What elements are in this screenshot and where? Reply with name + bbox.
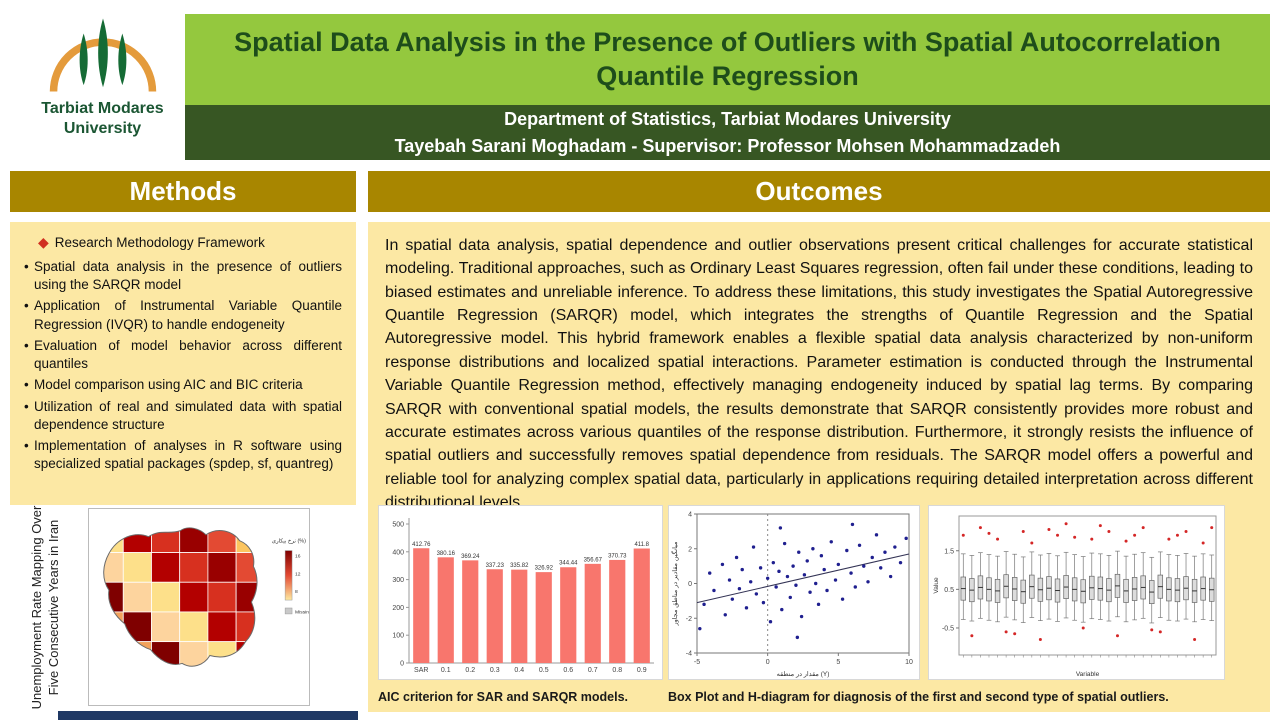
svg-text:Variable: Variable bbox=[1076, 671, 1100, 678]
map-side-label-wrap: Unemployment Rate Mapping Over Five Cons… bbox=[14, 505, 78, 710]
university-logo-icon bbox=[49, 18, 156, 92]
affiliation-bar: Department of Statistics, Tarbiat Modare… bbox=[185, 105, 1270, 160]
svg-text:200: 200 bbox=[392, 605, 404, 612]
svg-text:0.4: 0.4 bbox=[514, 667, 524, 674]
department-line: Department of Statistics, Tarbiat Modare… bbox=[504, 109, 951, 130]
svg-text:380.16: 380.16 bbox=[437, 551, 456, 557]
svg-text:0.1: 0.1 bbox=[441, 667, 451, 674]
h-diagram-scatter-chart: -5 0 5 10 -4 -2 0 2 4 مقدار در منطقه (Y) میانگین م… bbox=[668, 505, 920, 680]
svg-text:0: 0 bbox=[766, 659, 770, 666]
svg-text:مقدار در منطقه (Y): مقدار در منطقه (Y) bbox=[777, 670, 830, 678]
svg-text:344.44: 344.44 bbox=[559, 561, 578, 567]
svg-text:0: 0 bbox=[688, 581, 692, 588]
svg-text:1.5: 1.5 bbox=[944, 548, 954, 555]
svg-text:356.67: 356.67 bbox=[584, 557, 603, 563]
svg-text:412.76: 412.76 bbox=[412, 542, 431, 548]
logo-name-line2: University bbox=[63, 119, 142, 137]
svg-text:0.7: 0.7 bbox=[588, 667, 598, 674]
title-banner: Spatial Data Analysis in the Presence of… bbox=[185, 14, 1270, 105]
poster-title-line2: Quantile Regression bbox=[596, 60, 859, 91]
aic-bar-chart: 0 100 200 300 400 500 412.76 SAR 380.16 0.1 369.24… bbox=[378, 505, 663, 680]
bottom-section-strip bbox=[58, 711, 358, 720]
svg-text:335.82: 335.82 bbox=[510, 563, 529, 569]
outcomes-paragraph: In spatial data analysis, spatial depend… bbox=[385, 237, 1253, 511]
svg-text:میانگین مقادیر در مناطق مجاور: میانگین مقادیر در مناطق مجاور bbox=[670, 541, 679, 627]
map-side-label: Unemployment Rate Mapping Over Five Cons… bbox=[29, 505, 61, 710]
methods-bullet: Model comparison using AIC and BIC crite… bbox=[24, 376, 342, 394]
svg-text:نرخ بیکاری (%): نرخ بیکاری (%) bbox=[272, 539, 306, 545]
svg-text:8: 8 bbox=[295, 589, 298, 595]
methods-header: Methods bbox=[10, 171, 356, 212]
svg-text:Missing: Missing bbox=[295, 609, 309, 615]
boxplot-chart: -0.5 0.5 1.5 Variable Value bbox=[928, 505, 1225, 680]
poster-title-line1: Spatial Data Analysis in the Presence of… bbox=[234, 26, 1221, 57]
svg-text:337.23: 337.23 bbox=[486, 563, 505, 569]
authors-line: Tayebah Sarani Moghadam - Supervisor: Pr… bbox=[394, 135, 1061, 156]
svg-text:326.92: 326.92 bbox=[535, 566, 554, 572]
svg-text:-0.5: -0.5 bbox=[942, 625, 954, 632]
svg-text:0.2: 0.2 bbox=[465, 667, 475, 674]
svg-text:-4: -4 bbox=[686, 651, 692, 658]
svg-text:0.3: 0.3 bbox=[490, 667, 500, 674]
aic-caption: AIC criterion for SAR and SARQR models. bbox=[378, 690, 629, 704]
svg-text:12: 12 bbox=[295, 571, 301, 577]
svg-text:Value: Value bbox=[933, 577, 940, 594]
svg-text:100: 100 bbox=[392, 633, 404, 640]
svg-text:400: 400 bbox=[392, 549, 404, 556]
university-logo: Tarbiat Modares University bbox=[20, 12, 185, 160]
svg-text:0.9: 0.9 bbox=[637, 667, 647, 674]
svg-text:16: 16 bbox=[295, 554, 301, 560]
svg-text:370.73: 370.73 bbox=[608, 553, 627, 559]
iran-choropleth-map: نرخ بیکاری (%) 16 12 8 Missing bbox=[88, 508, 312, 706]
svg-text:0.8: 0.8 bbox=[612, 667, 622, 674]
svg-text:SAR: SAR bbox=[414, 667, 428, 674]
svg-text:4: 4 bbox=[688, 512, 692, 519]
logo-name-line1: Tarbiat Modares bbox=[41, 100, 164, 117]
svg-text:411.8: 411.8 bbox=[634, 542, 649, 548]
svg-text:5: 5 bbox=[836, 659, 840, 666]
methods-bullet: Spatial data analysis in the presence of… bbox=[24, 258, 342, 294]
svg-text:-2: -2 bbox=[686, 616, 692, 623]
svg-text:369.24: 369.24 bbox=[461, 554, 480, 560]
svg-text:500: 500 bbox=[392, 522, 404, 529]
methods-bullet: Evaluation of model behavior across diff… bbox=[24, 337, 342, 373]
diamond-icon: ◆ bbox=[38, 234, 49, 250]
framework-title-row: ◆ Research Methodology Framework bbox=[38, 234, 342, 251]
svg-text:0: 0 bbox=[400, 661, 404, 668]
svg-text:0.6: 0.6 bbox=[563, 667, 573, 674]
svg-text:10: 10 bbox=[905, 659, 913, 666]
methods-bullet: Utilization of real and simulated data w… bbox=[24, 398, 342, 434]
outcomes-header: Outcomes bbox=[368, 171, 1270, 212]
svg-text:0.5: 0.5 bbox=[539, 667, 549, 674]
svg-text:0.5: 0.5 bbox=[944, 587, 954, 594]
svg-text:2: 2 bbox=[688, 546, 692, 553]
methods-panel: ◆ Research Methodology Framework Spatial … bbox=[10, 222, 356, 505]
svg-text:-5: -5 bbox=[694, 659, 700, 666]
svg-text:300: 300 bbox=[392, 577, 404, 584]
boxplot-caption: Box Plot and H-diagram for diagnosis of … bbox=[668, 690, 1169, 704]
framework-title: Research Methodology Framework bbox=[54, 235, 265, 250]
methods-bullet: Application of Instrumental Variable Qua… bbox=[24, 297, 342, 333]
methods-bullet: Implementation of analyses in R software… bbox=[24, 437, 342, 473]
